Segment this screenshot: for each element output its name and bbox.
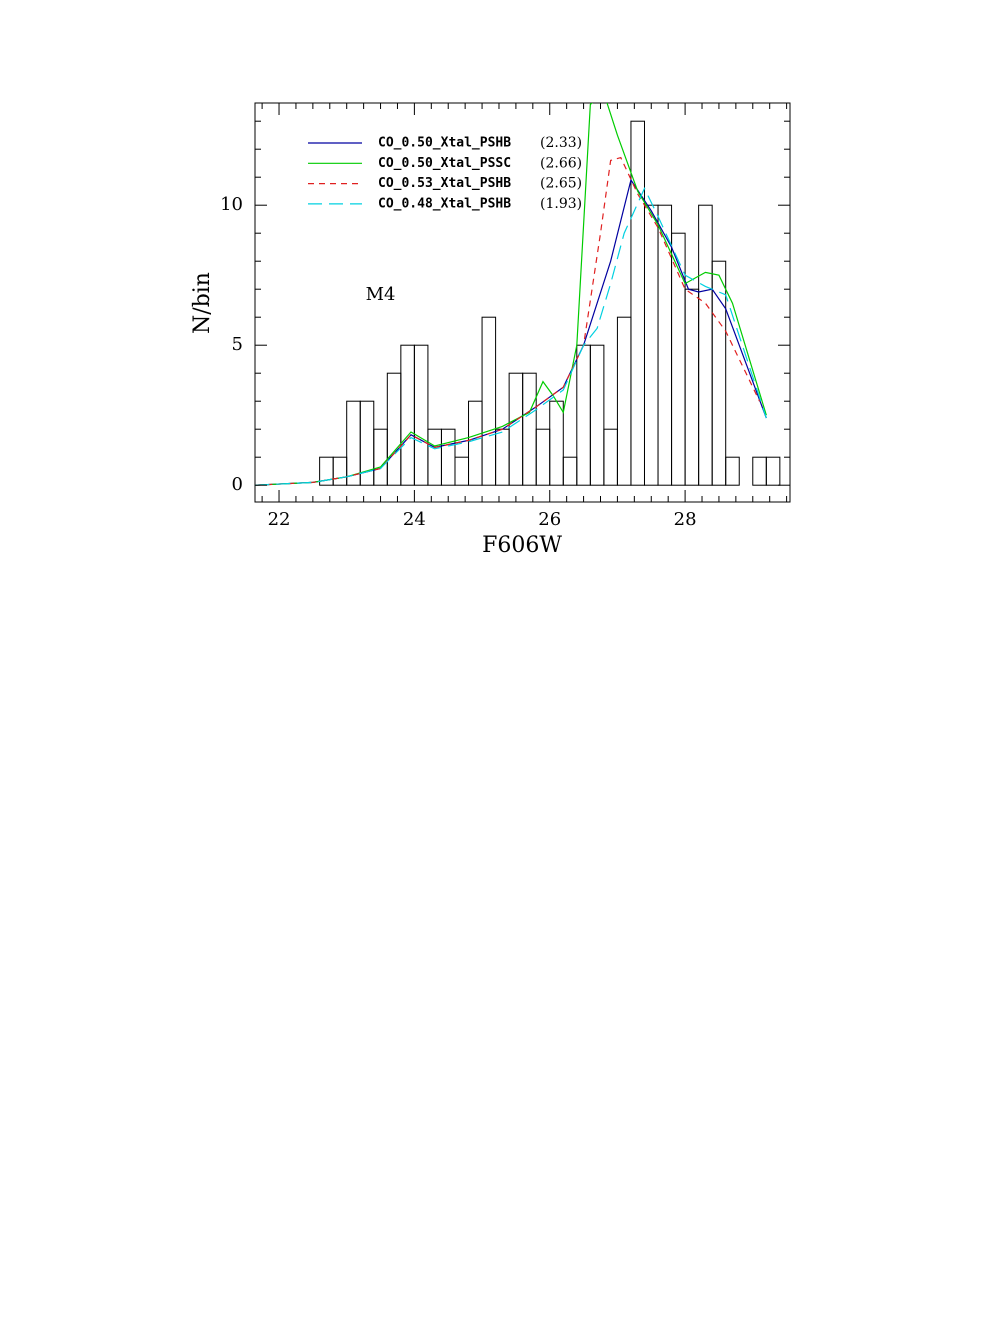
legend-note: (1.93) bbox=[540, 196, 582, 212]
model-line bbox=[255, 178, 767, 486]
bar bbox=[468, 400, 483, 486]
bar bbox=[684, 288, 700, 486]
legend-label: CO_0.50_Xtal_PSHB bbox=[378, 136, 511, 151]
legend-label: CO_0.53_Xtal_PSHB bbox=[378, 176, 511, 191]
y-tick-label: 0 bbox=[232, 474, 243, 495]
bar bbox=[346, 400, 361, 486]
bar bbox=[481, 316, 497, 486]
y-axis-label: N/bin bbox=[190, 272, 215, 334]
bar bbox=[413, 344, 429, 486]
legend-note: (2.65) bbox=[540, 176, 582, 192]
bar bbox=[589, 344, 605, 486]
y-tick-label: 10 bbox=[220, 194, 243, 215]
bar bbox=[671, 232, 686, 486]
bar bbox=[643, 204, 659, 486]
legend-note: (2.33) bbox=[540, 135, 582, 151]
legend-label: CO_0.48_Xtal_PSHB bbox=[378, 196, 511, 211]
y-tick-label: 5 bbox=[232, 334, 243, 355]
bar bbox=[549, 400, 564, 486]
x-tick-label: 26 bbox=[538, 509, 561, 530]
bar bbox=[440, 428, 456, 486]
bar bbox=[332, 456, 348, 486]
bar bbox=[603, 428, 618, 486]
bar bbox=[508, 372, 524, 486]
bar bbox=[454, 456, 470, 486]
bar bbox=[576, 344, 591, 486]
x-tick-label: 28 bbox=[674, 509, 697, 530]
model-line bbox=[255, 186, 767, 486]
x-tick-label: 22 bbox=[268, 509, 291, 530]
bar bbox=[373, 428, 388, 486]
bar bbox=[698, 204, 713, 486]
plot-area bbox=[255, 103, 781, 486]
bar bbox=[657, 204, 673, 486]
bar bbox=[386, 372, 402, 486]
legend-note: (2.66) bbox=[540, 155, 582, 171]
bar bbox=[400, 344, 415, 486]
bar bbox=[725, 456, 740, 486]
annotation: M4 bbox=[366, 284, 396, 305]
bar bbox=[522, 372, 537, 486]
bar bbox=[562, 456, 578, 486]
x-axis-label: F606W bbox=[482, 533, 562, 558]
legend-label: CO_0.50_Xtal_PSSC bbox=[378, 156, 511, 171]
bar bbox=[765, 456, 781, 486]
bar bbox=[427, 428, 442, 486]
model-line bbox=[255, 103, 767, 486]
bar bbox=[535, 428, 551, 486]
bar bbox=[752, 456, 767, 486]
bar bbox=[495, 428, 510, 486]
x-tick-label: 24 bbox=[403, 509, 426, 530]
bar bbox=[616, 316, 632, 486]
plot-frame bbox=[254, 102, 791, 503]
bar bbox=[630, 120, 645, 486]
bar bbox=[711, 260, 727, 486]
